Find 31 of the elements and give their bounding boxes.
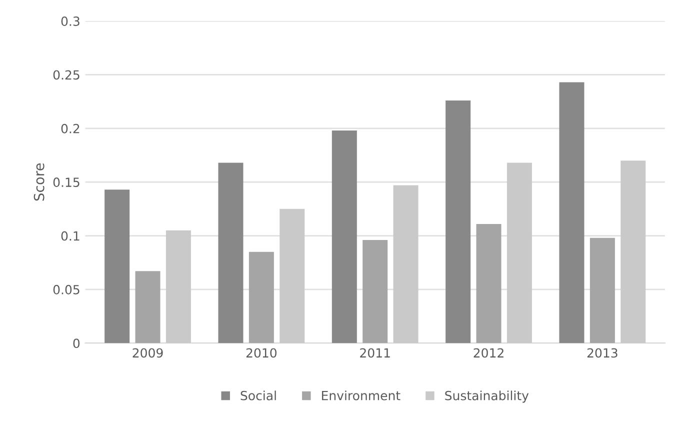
bar	[166, 230, 191, 344]
y-axis-title: Score	[34, 163, 44, 201]
x-tick-label: 2010	[246, 348, 277, 358]
bar	[393, 185, 418, 344]
bar	[248, 252, 274, 344]
bar	[476, 224, 502, 344]
bar	[446, 100, 471, 344]
x-tick-label: 2011	[360, 348, 390, 358]
x-tick-label: 2009	[132, 348, 163, 358]
x-tick-label: 2013	[587, 348, 618, 358]
bar	[590, 238, 615, 344]
y-tick-label: 0	[73, 338, 80, 348]
bar	[218, 162, 244, 344]
bar	[620, 160, 646, 344]
legend-label: Sustainability	[445, 390, 529, 403]
y-tick-label: 0.05	[53, 284, 80, 294]
bar	[104, 190, 130, 344]
x-tick-label: 2012	[474, 348, 504, 358]
bar	[506, 162, 532, 344]
y-tick-label: 0.25	[53, 70, 80, 80]
bar	[362, 240, 388, 344]
y-tick-label: 0.1	[61, 231, 80, 241]
legend-label: Social	[240, 390, 276, 400]
y-tick-label: 0.15	[53, 178, 80, 188]
bar	[559, 82, 584, 344]
bar	[332, 130, 357, 344]
bar	[280, 208, 305, 344]
y-tick-label: 0.2	[61, 124, 80, 134]
y-tick-label: 0.3	[61, 16, 80, 26]
bar	[135, 271, 160, 344]
legend-label: Environment	[322, 390, 400, 400]
